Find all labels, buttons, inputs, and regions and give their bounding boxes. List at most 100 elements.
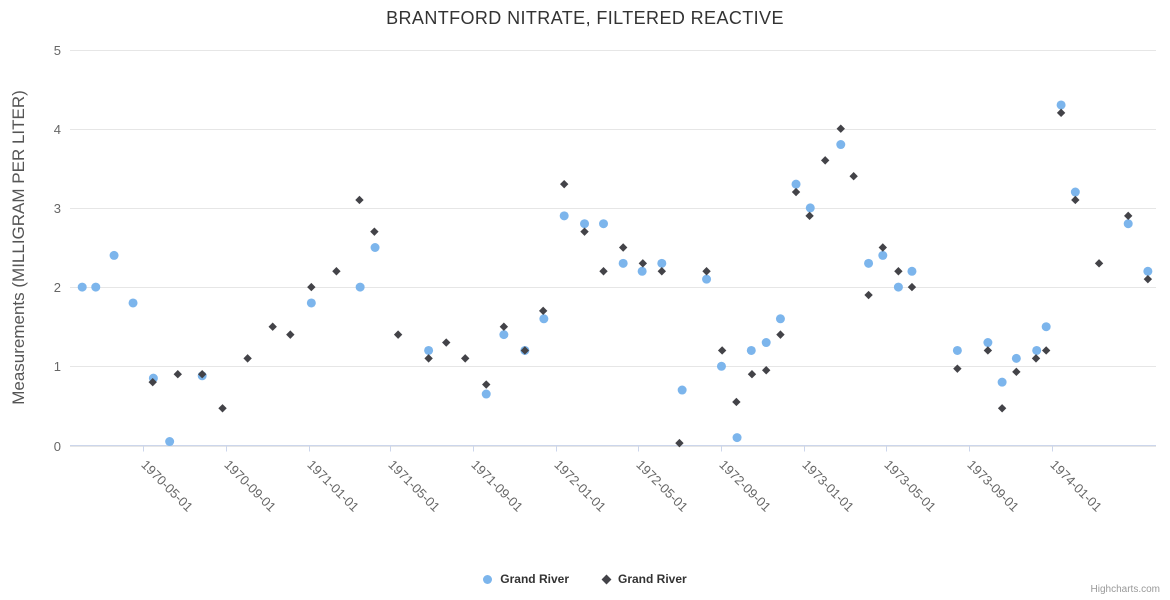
data-point-circle[interactable] <box>805 203 815 213</box>
data-point-diamond[interactable] <box>732 397 741 407</box>
data-point-diamond[interactable] <box>1012 367 1021 377</box>
data-point-circle[interactable] <box>370 243 380 252</box>
data-point-diamond[interactable] <box>461 354 470 363</box>
data-point-circle[interactable] <box>775 314 785 324</box>
data-point-circle[interactable] <box>1143 266 1153 276</box>
data-point-diamond[interactable] <box>717 346 727 355</box>
credits-link[interactable]: Highcharts.com <box>1090 584 1160 595</box>
data-point-diamond[interactable] <box>424 354 433 363</box>
data-point-diamond[interactable] <box>332 267 341 276</box>
data-point-diamond[interactable] <box>218 404 227 413</box>
data-point-circle[interactable] <box>539 314 549 324</box>
data-point-diamond[interactable] <box>1124 211 1133 221</box>
data-point-diamond[interactable] <box>355 195 364 205</box>
data-point-circle[interactable] <box>424 345 434 355</box>
data-point-diamond[interactable] <box>393 330 403 339</box>
data-point-circle[interactable] <box>1056 100 1066 110</box>
legend-item-grand-river-circles[interactable]: Grand River <box>483 572 569 586</box>
data-point-circle[interactable] <box>878 250 888 260</box>
data-point-circle[interactable] <box>580 219 590 229</box>
data-point-diamond[interactable] <box>499 322 509 331</box>
data-point-circle[interactable] <box>1123 219 1133 229</box>
data-point-circle[interactable] <box>716 361 726 371</box>
data-point-diamond[interactable] <box>791 187 801 197</box>
data-point-circle[interactable] <box>746 345 756 355</box>
data-point-diamond[interactable] <box>1143 274 1153 284</box>
data-point-circle[interactable] <box>983 338 993 348</box>
data-point-circle[interactable] <box>1032 345 1042 355</box>
data-point-diamond[interactable] <box>268 322 277 331</box>
data-point-diamond[interactable] <box>983 346 993 355</box>
data-point-diamond[interactable] <box>599 267 608 276</box>
data-point-circle[interactable] <box>702 274 712 284</box>
data-point-diamond[interactable] <box>805 211 814 221</box>
data-point-diamond[interactable] <box>580 227 589 236</box>
data-point-circle[interactable] <box>893 282 903 292</box>
data-point-diamond[interactable] <box>953 364 962 373</box>
data-point-diamond[interactable] <box>675 438 684 448</box>
data-point-circle[interactable] <box>1070 187 1080 197</box>
data-point-diamond[interactable] <box>148 377 157 387</box>
data-point-circle[interactable] <box>109 250 119 260</box>
data-point-circle[interactable] <box>481 389 491 399</box>
data-point-diamond[interactable] <box>197 370 207 379</box>
data-point-circle[interactable] <box>165 437 175 447</box>
data-point-diamond[interactable] <box>173 370 182 379</box>
data-point-circle[interactable] <box>907 266 917 276</box>
data-point-circle[interactable] <box>599 219 609 229</box>
data-point-diamond[interactable] <box>1031 354 1041 363</box>
data-point-circle[interactable] <box>618 258 628 268</box>
data-point-diamond[interactable] <box>762 366 771 375</box>
data-point-diamond[interactable] <box>559 179 569 189</box>
data-point-diamond[interactable] <box>307 282 316 292</box>
data-point-diamond[interactable] <box>776 330 785 339</box>
data-point-circle[interactable] <box>1011 353 1021 363</box>
data-point-circle[interactable] <box>791 179 801 189</box>
data-point-circle[interactable] <box>997 377 1007 387</box>
data-point-diamond[interactable] <box>849 172 858 181</box>
y-axis-title: Measurements (MILLIGRAM PER LITER) <box>9 90 28 405</box>
data-point-circle[interactable] <box>761 338 771 348</box>
data-point-diamond[interactable] <box>243 354 252 363</box>
data-point-circle[interactable] <box>732 433 742 443</box>
data-point-diamond[interactable] <box>657 267 667 276</box>
data-point-diamond[interactable] <box>1041 346 1051 355</box>
legend-item-grand-river-diamonds[interactable]: Grand River <box>601 572 687 586</box>
data-point-diamond[interactable] <box>638 259 648 268</box>
data-point-diamond[interactable] <box>864 290 873 300</box>
data-point-diamond[interactable] <box>370 227 379 236</box>
data-point-diamond[interactable] <box>538 306 548 316</box>
data-point-diamond[interactable] <box>482 380 491 389</box>
data-point-circle[interactable] <box>677 385 687 395</box>
data-point-diamond[interactable] <box>286 330 295 339</box>
data-point-diamond[interactable] <box>702 267 711 276</box>
data-point-diamond[interactable] <box>907 282 917 292</box>
data-point-diamond[interactable] <box>442 338 451 347</box>
data-point-diamond[interactable] <box>1056 108 1066 118</box>
data-point-diamond[interactable] <box>894 267 903 276</box>
data-point-circle[interactable] <box>355 282 365 292</box>
data-point-diamond[interactable] <box>618 243 628 252</box>
data-point-circle[interactable] <box>657 258 667 268</box>
data-point-circle[interactable] <box>306 298 316 308</box>
data-point-circle[interactable] <box>128 298 138 308</box>
data-point-circle[interactable] <box>1041 322 1051 332</box>
data-point-diamond[interactable] <box>878 243 888 252</box>
data-point-diamond[interactable] <box>1071 195 1080 205</box>
x-axis-tick-label: 1971-01-01 <box>304 457 362 515</box>
data-point-diamond[interactable] <box>747 370 757 379</box>
data-point-circle[interactable] <box>952 345 962 355</box>
data-point-diamond[interactable] <box>1094 259 1104 268</box>
x-axis-tick-label: 1973-01-01 <box>799 457 857 515</box>
data-point-circle[interactable] <box>864 258 874 268</box>
data-point-circle[interactable] <box>499 330 509 340</box>
data-point-circle[interactable] <box>559 211 569 221</box>
data-point-circle[interactable] <box>91 282 101 292</box>
data-point-diamond[interactable] <box>997 404 1007 413</box>
data-point-circle[interactable] <box>637 266 647 276</box>
data-point-diamond[interactable] <box>836 124 845 133</box>
data-point-circle[interactable] <box>77 282 87 292</box>
data-point-diamond[interactable] <box>520 346 530 355</box>
data-point-diamond[interactable] <box>820 156 830 165</box>
data-point-circle[interactable] <box>836 140 846 150</box>
